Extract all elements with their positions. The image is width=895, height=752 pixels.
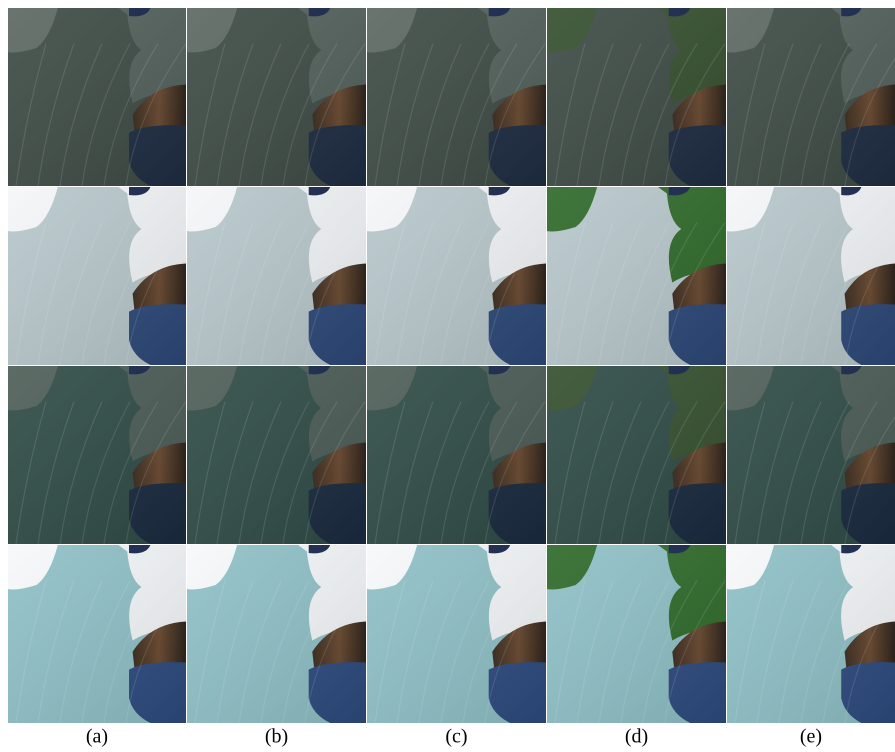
shading [727,545,895,723]
shading [727,366,895,544]
image-panel [187,366,366,544]
image-panel [547,8,726,186]
image-panel [367,8,546,186]
image-panel [727,366,895,544]
shading [727,8,895,186]
image-panel [187,8,366,186]
image-panel [8,187,186,365]
shading [8,545,186,723]
caption: (a) [86,726,108,748]
caption: (c) [445,726,467,748]
image-panel [727,187,895,365]
image-panel [187,545,366,723]
image-panel [727,8,895,186]
captions: (a) (b) (c) (d) (e) [86,726,822,748]
image-panel [8,545,186,723]
shading [547,187,726,365]
image-panel [8,366,186,544]
image-panel [8,8,186,186]
shading [547,366,726,544]
caption: (d) [625,726,648,748]
image-panel [367,187,546,365]
image-panel [547,366,726,544]
shading [547,8,726,186]
shading [367,8,546,186]
shading [8,8,186,186]
caption: (e) [800,726,822,748]
shading [8,366,186,544]
caption: (b) [265,726,288,748]
shading [187,187,366,365]
shading [8,187,186,365]
image-panel [547,187,726,365]
figure-grid: (a) (b) (c) (d) (e) [0,0,895,752]
shading [367,366,546,544]
image-panel [547,545,726,723]
shading [367,187,546,365]
image-panels [8,8,895,723]
shading [367,545,546,723]
shading [187,8,366,186]
shading [187,366,366,544]
shading [547,545,726,723]
image-panel [187,187,366,365]
image-panel [367,545,546,723]
shading [187,545,366,723]
image-panel [367,366,546,544]
image-panel [727,545,895,723]
shading [727,187,895,365]
